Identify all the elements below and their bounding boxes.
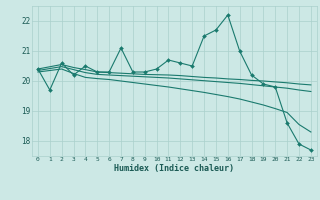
X-axis label: Humidex (Indice chaleur): Humidex (Indice chaleur) — [115, 164, 234, 173]
